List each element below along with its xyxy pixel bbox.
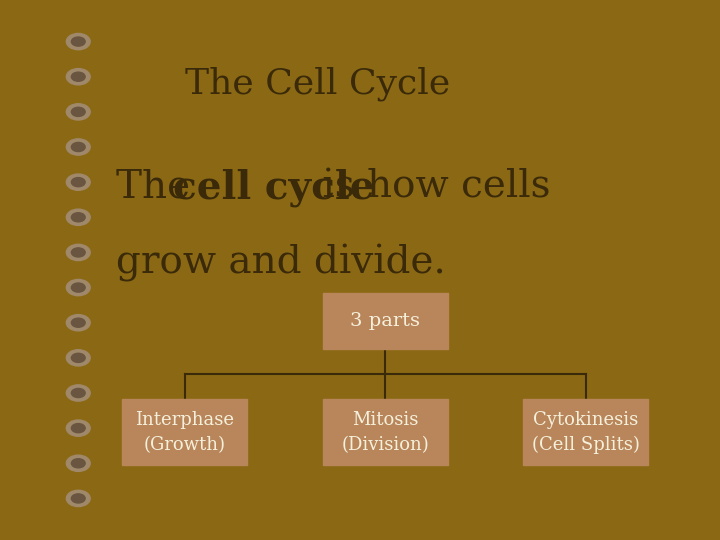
Ellipse shape [66,244,90,261]
Ellipse shape [66,174,90,190]
Ellipse shape [71,107,85,117]
Ellipse shape [71,494,85,503]
FancyBboxPatch shape [122,400,248,465]
FancyBboxPatch shape [323,400,448,465]
Text: Mitosis
(Division): Mitosis (Division) [341,411,429,454]
Ellipse shape [66,490,90,507]
FancyBboxPatch shape [323,293,448,349]
Ellipse shape [71,213,85,222]
Ellipse shape [71,178,85,187]
Ellipse shape [66,279,90,296]
Ellipse shape [66,104,90,120]
Ellipse shape [71,388,85,397]
Ellipse shape [66,455,90,471]
FancyBboxPatch shape [523,400,648,465]
Ellipse shape [71,72,85,82]
Ellipse shape [71,37,85,46]
Ellipse shape [71,283,85,292]
Text: is how cells: is how cells [310,168,551,206]
Ellipse shape [71,353,85,362]
Ellipse shape [66,315,90,331]
Text: 3 parts: 3 parts [350,312,420,330]
Ellipse shape [71,318,85,327]
Ellipse shape [66,33,90,50]
Text: The: The [116,168,202,206]
Text: cell cycle: cell cycle [174,168,375,207]
Ellipse shape [71,143,85,152]
Text: Cytokinesis
(Cell Splits): Cytokinesis (Cell Splits) [531,411,639,454]
Ellipse shape [66,385,90,401]
Text: grow and divide.: grow and divide. [116,244,446,281]
Ellipse shape [71,423,85,433]
Ellipse shape [66,350,90,366]
Ellipse shape [66,69,90,85]
Ellipse shape [66,420,90,436]
Ellipse shape [66,209,90,225]
Ellipse shape [66,139,90,155]
Ellipse shape [71,458,85,468]
Text: Interphase
(Growth): Interphase (Growth) [135,411,234,454]
Ellipse shape [71,248,85,257]
Text: The Cell Cycle: The Cell Cycle [185,67,450,102]
